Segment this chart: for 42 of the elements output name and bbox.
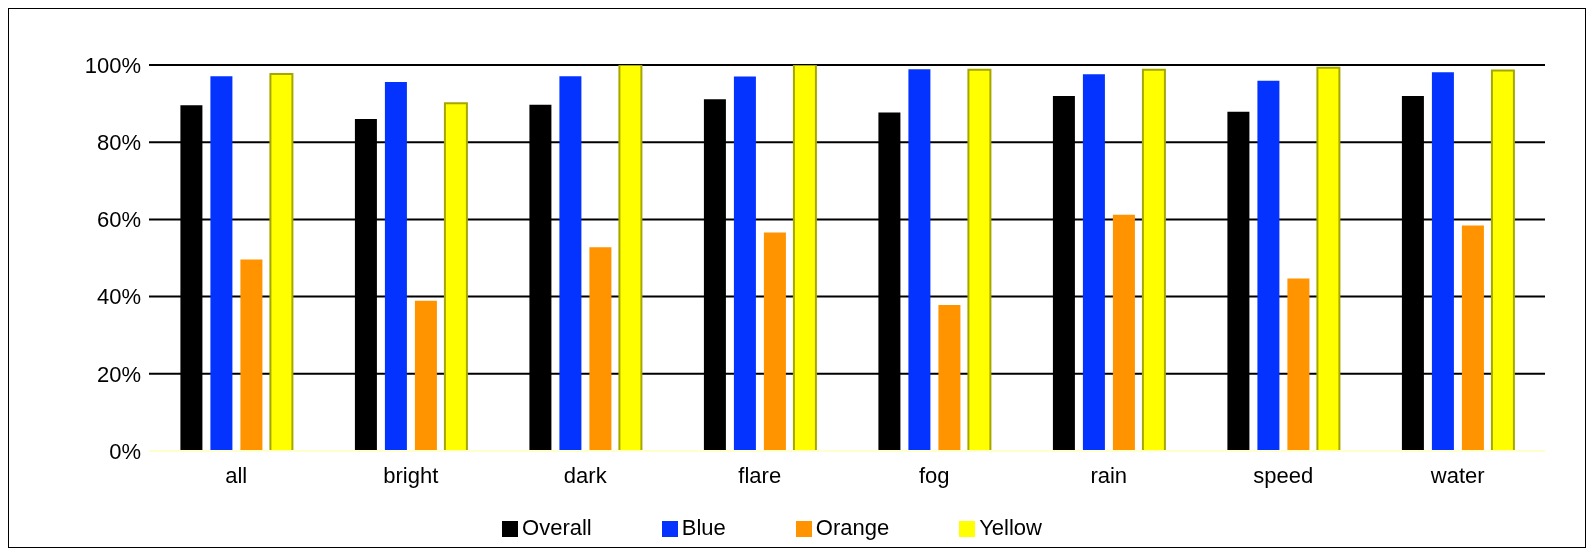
bar — [1490, 69, 1515, 451]
legend-label: Orange — [815, 515, 890, 540]
bar — [1431, 72, 1454, 451]
bar — [1257, 80, 1280, 451]
bar — [938, 305, 961, 451]
x-tick-label: speed — [1253, 462, 1314, 488]
x-tick-label: water — [1429, 462, 1485, 488]
bar — [1316, 66, 1341, 451]
bar — [1287, 278, 1310, 451]
y-tick-label: 80% — [96, 130, 141, 156]
bar — [559, 76, 582, 451]
bar — [1082, 74, 1105, 451]
y-tick-label: 60% — [96, 207, 141, 233]
y-tick-label: 20% — [96, 361, 141, 387]
x-tick-label: fog — [918, 462, 950, 488]
bar — [269, 72, 294, 451]
x-tick-label: dark — [563, 462, 608, 488]
legend-label: Yellow — [979, 515, 1042, 540]
x-tick-label: all — [225, 462, 248, 488]
y-tick-label: 40% — [96, 284, 141, 310]
bar — [384, 81, 407, 451]
bar — [792, 65, 817, 451]
legend-label: Blue — [681, 515, 726, 540]
x-tick-label: bright — [383, 462, 439, 488]
bar — [908, 69, 931, 451]
bar — [210, 76, 233, 451]
bar — [1141, 68, 1166, 451]
bar — [733, 76, 756, 451]
y-tick-label: 100% — [84, 52, 141, 78]
bar — [763, 232, 786, 451]
legend-label: Overall — [522, 515, 592, 540]
bar — [443, 102, 468, 451]
bar — [414, 300, 437, 451]
bar — [240, 259, 263, 451]
y-tick-label: 0% — [109, 438, 141, 464]
x-tick-label: flare — [738, 462, 782, 488]
bar — [618, 65, 643, 451]
x-tick-label: rain — [1090, 462, 1128, 488]
bar — [1112, 214, 1135, 451]
bar — [1461, 225, 1484, 451]
bar — [589, 247, 612, 451]
bar — [967, 68, 992, 451]
